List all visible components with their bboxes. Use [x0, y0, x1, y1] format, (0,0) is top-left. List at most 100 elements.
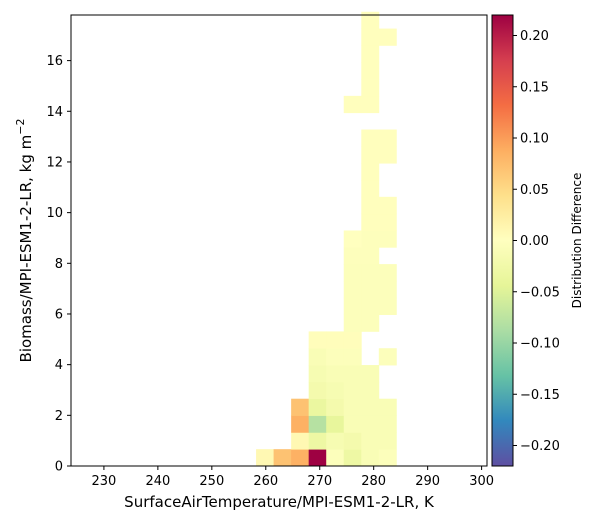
heatmap-cell — [308, 398, 327, 416]
heatmap-cell — [361, 365, 380, 383]
heatmap-cell — [326, 331, 345, 349]
heatmap-cell — [378, 280, 397, 299]
heatmap-cell — [361, 381, 380, 400]
heatmap-cell — [343, 95, 362, 114]
y-tick-label: 12 — [46, 155, 63, 170]
heatmap-cell — [308, 365, 327, 383]
heatmap-cell — [378, 129, 397, 147]
y-tick-label: 10 — [46, 206, 63, 221]
y-tick-label: 16 — [46, 54, 63, 69]
heatmap-cell — [378, 398, 397, 416]
heatmap-cell — [343, 247, 362, 265]
heatmap-cell — [343, 398, 362, 416]
y-axis-label-unit-exponent: −2 — [14, 119, 27, 135]
y-tick-label: 0 — [55, 460, 63, 475]
heatmap-cell — [361, 129, 380, 147]
x-tick-label: 300 — [469, 474, 494, 489]
heatmap-cell — [343, 264, 362, 282]
heatmap-cell — [343, 415, 362, 433]
heatmap-cell — [378, 28, 397, 46]
heatmap-cell — [361, 196, 380, 215]
heatmap-cell — [326, 398, 345, 416]
heatmap-cell — [378, 264, 397, 282]
heatmap-cell — [361, 280, 380, 299]
heatmap-cell — [361, 432, 380, 450]
colorbar-ticks: −0.20 −0.15 −0.10 −0.05 0.00 0.05 0.10 0.15 0.20 — [513, 29, 560, 454]
heatmap-cell — [361, 146, 380, 164]
colorbar-tick-label: 0.15 — [520, 80, 549, 95]
heatmap-cells — [256, 11, 397, 467]
heatmap-cell — [361, 95, 380, 114]
heatmap-cell — [361, 28, 380, 46]
colorbar-tick-label: 0.10 — [520, 132, 549, 147]
heatmap-cell — [378, 449, 397, 467]
x-tick-label: 260 — [253, 474, 278, 489]
x-axis-ticks: 230 240 250 260 270 280 290 300 — [91, 466, 494, 489]
heatmap-cell — [343, 314, 362, 332]
heatmap-cell — [291, 432, 310, 450]
heatmap-cell — [308, 348, 327, 366]
heatmap-cell — [291, 398, 310, 416]
heatmap-cell — [308, 381, 327, 400]
heatmap-cell — [361, 264, 380, 282]
x-tick-label: 280 — [361, 474, 386, 489]
heatmap-cell — [361, 297, 380, 315]
y-axis-ticks: 0 2 4 6 8 10 12 14 16 — [46, 54, 71, 475]
heatmap-cell — [378, 230, 397, 248]
heatmap-cell — [361, 179, 380, 198]
colorbar-tick-label: −0.10 — [520, 337, 560, 352]
heatmap-cell — [378, 213, 397, 231]
heatmap-cell — [326, 381, 345, 400]
plot-frame — [70, 14, 488, 467]
colorbar-tick-label: 0.00 — [520, 234, 549, 249]
heatmap-cell — [291, 415, 310, 433]
heatmap-cell — [273, 449, 292, 467]
heatmap-cell — [343, 331, 362, 349]
heatmap-cell — [308, 331, 327, 349]
heatmap-cell — [378, 432, 397, 450]
heatmap-cell — [308, 415, 327, 433]
colorbar-tick-label: 0.20 — [520, 29, 549, 44]
heatmap-cell — [378, 348, 397, 366]
heatmap-cell — [361, 213, 380, 231]
heatmap-cell — [361, 247, 380, 265]
x-tick-label: 290 — [415, 474, 440, 489]
heatmap-cell — [343, 297, 362, 315]
heatmap-cell — [361, 230, 380, 248]
heatmap-cell — [256, 449, 275, 467]
y-tick-label: 6 — [55, 307, 63, 322]
colorbar-tick-label: −0.05 — [520, 285, 560, 300]
heatmap-cell — [378, 297, 397, 315]
x-tick-label: 230 — [91, 474, 116, 489]
y-axis-label-main: Biomass/MPI-ESM1-2-LR, kg m — [17, 135, 35, 363]
heatmap-cell — [361, 79, 380, 97]
heatmap-cell — [343, 365, 362, 383]
heatmap-cell — [378, 196, 397, 215]
heatmap-cell — [326, 432, 345, 450]
heatmap-cell — [361, 398, 380, 416]
heatmap-cell — [361, 449, 380, 467]
heatmap-cell — [343, 348, 362, 366]
x-axis-label: SurfaceAirTemperature/MPI-ESM1-2-LR, K — [124, 493, 435, 511]
heatmap-cell — [378, 146, 397, 164]
heatmap-cell — [361, 314, 380, 332]
heatmap-cell — [343, 449, 362, 467]
heatmap-cell — [291, 449, 310, 467]
heatmap-cell — [326, 449, 345, 467]
colorbar — [491, 14, 514, 467]
y-tick-label: 2 — [55, 409, 63, 424]
heatmap-cell — [343, 381, 362, 400]
heatmap-cell — [361, 45, 380, 63]
colorbar-tick-label: 0.05 — [520, 183, 549, 198]
heatmap-cell — [361, 415, 380, 433]
heatmap-cell — [308, 449, 327, 467]
heatmap-cell — [361, 11, 380, 29]
heatmap-cell — [326, 365, 345, 383]
y-tick-label: 14 — [46, 105, 63, 120]
heatmap-cell — [378, 415, 397, 433]
y-tick-label: 4 — [55, 358, 63, 373]
heatmap-cell — [326, 348, 345, 366]
heatmap-cell — [343, 432, 362, 450]
heatmap-cell — [361, 163, 380, 181]
